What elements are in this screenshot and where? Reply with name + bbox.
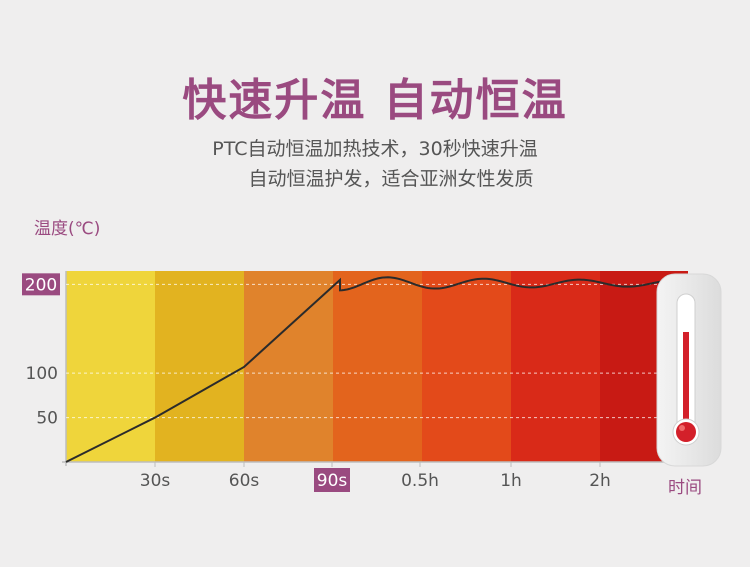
background-band bbox=[333, 271, 422, 462]
x-tick-label: 90s bbox=[317, 471, 348, 491]
y-axis-label: 温度(℃) bbox=[34, 219, 101, 239]
y-tick-highlight bbox=[22, 273, 60, 296]
background-band bbox=[155, 271, 244, 462]
page-title: 快速升温 自动恒温 bbox=[182, 75, 568, 126]
y-tick-label: 50 bbox=[36, 409, 58, 429]
y-tick-label: 100 bbox=[26, 364, 58, 384]
x-tick-label: 30s bbox=[140, 471, 171, 491]
x-tick-label: 1h bbox=[500, 471, 522, 491]
x-tick-label: 2h bbox=[589, 471, 611, 491]
background-band bbox=[66, 271, 155, 462]
x-tick-label: 60s bbox=[229, 471, 260, 491]
subtitle-line-2: 自动恒温护发，适合亚洲女性发质 bbox=[248, 168, 534, 190]
background-band bbox=[244, 271, 333, 462]
background-band bbox=[422, 271, 511, 462]
x-tick-label: 0.5h bbox=[401, 471, 439, 491]
x-tick-highlight bbox=[314, 468, 350, 492]
temperature-curve bbox=[65, 276, 661, 463]
subtitle-line-1: PTC自动恒温加热技术，30秒快速升温 bbox=[212, 138, 538, 160]
thermometer-icon bbox=[656, 273, 722, 467]
background-band bbox=[511, 271, 600, 462]
y-tick-label: 200 bbox=[25, 275, 57, 295]
x-axis-label: 时间 bbox=[668, 478, 702, 498]
